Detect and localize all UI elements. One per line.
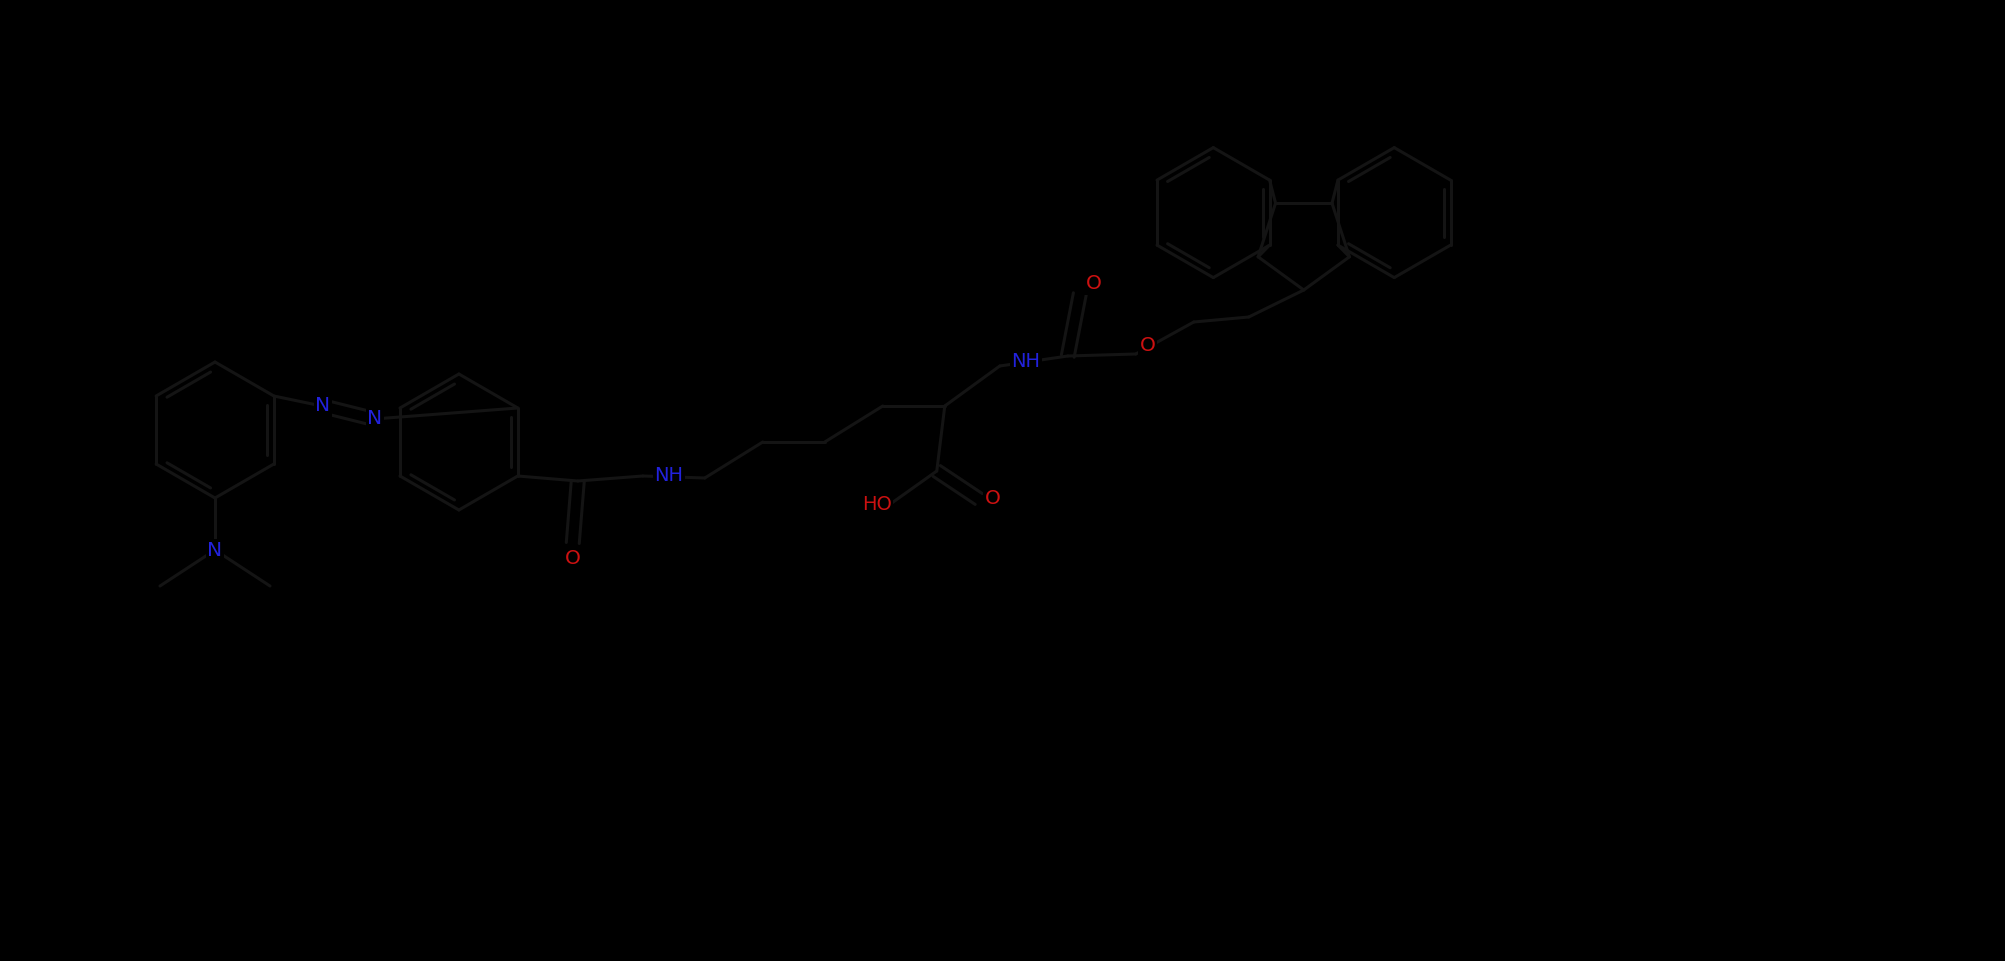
Text: O: O bbox=[1087, 275, 1101, 293]
Text: O: O bbox=[984, 489, 1000, 508]
Text: N: N bbox=[315, 397, 331, 415]
Text: N: N bbox=[367, 409, 383, 429]
Text: O: O bbox=[565, 549, 581, 568]
Text: HO: HO bbox=[862, 496, 892, 514]
Text: NH: NH bbox=[1011, 353, 1041, 372]
Text: NH: NH bbox=[654, 466, 684, 485]
Text: O: O bbox=[1139, 336, 1155, 356]
Text: N: N bbox=[207, 540, 223, 559]
